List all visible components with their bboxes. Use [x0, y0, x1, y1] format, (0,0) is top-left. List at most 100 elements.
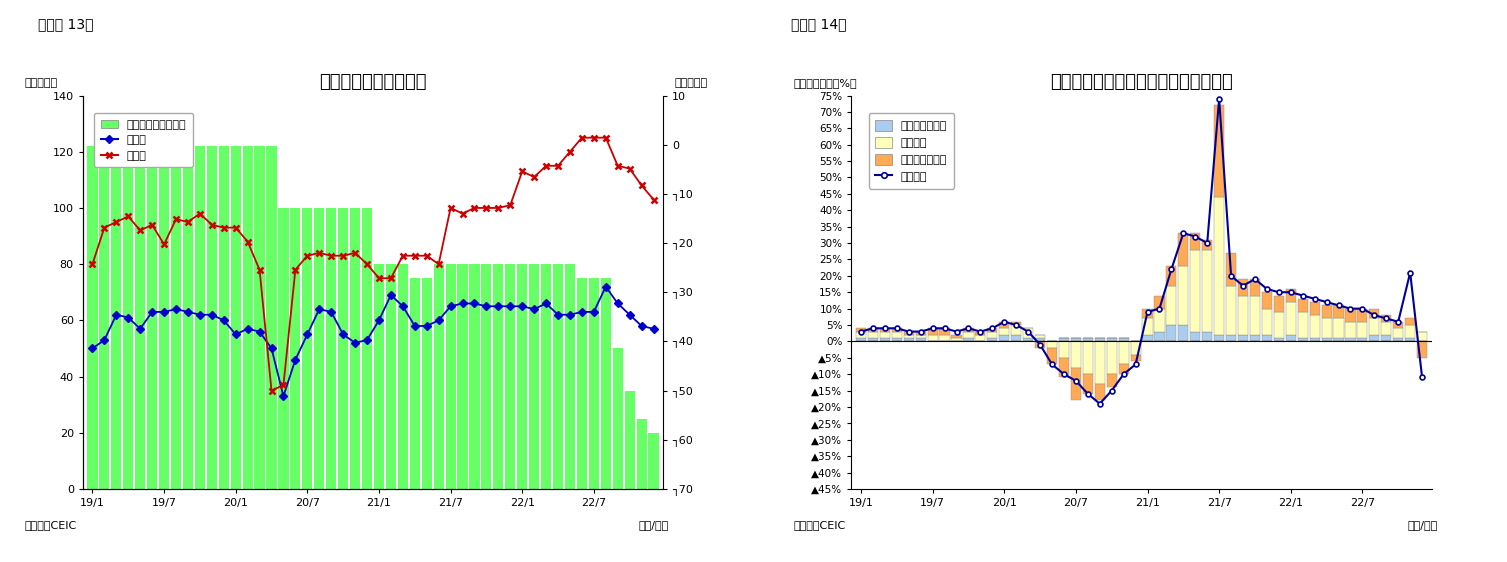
Bar: [1178, 325, 1189, 342]
Bar: [493, 264, 503, 489]
Bar: [1106, 342, 1117, 374]
Bar: [1071, 368, 1081, 400]
Bar: [458, 264, 467, 489]
Bar: [1417, 332, 1427, 342]
Bar: [1370, 309, 1379, 319]
Bar: [1094, 338, 1105, 342]
Bar: [1334, 338, 1344, 342]
Bar: [303, 208, 312, 489]
Bar: [1382, 315, 1391, 321]
Bar: [589, 278, 598, 489]
Bar: [255, 146, 265, 489]
Bar: [1249, 296, 1260, 335]
Bar: [1118, 364, 1129, 374]
Bar: [999, 328, 1010, 335]
Bar: [1358, 338, 1367, 342]
Bar: [987, 338, 998, 342]
Bar: [1094, 384, 1105, 400]
Bar: [999, 335, 1010, 342]
Bar: [1191, 233, 1201, 250]
Bar: [1261, 309, 1272, 335]
Bar: [219, 146, 229, 489]
Bar: [1059, 342, 1068, 358]
Bar: [1392, 328, 1403, 338]
Bar: [350, 208, 360, 489]
Legend: 一次産品・燃料, 電子製品, その他製品など, 輸出合計: 一次産品・燃料, 電子製品, その他製品など, 輸出合計: [868, 113, 954, 189]
Bar: [1310, 338, 1320, 342]
Bar: [892, 338, 901, 342]
Bar: [1346, 309, 1355, 321]
Text: （図表 14）: （図表 14）: [791, 17, 847, 31]
Bar: [1047, 342, 1056, 348]
Bar: [505, 264, 515, 489]
Bar: [1237, 279, 1248, 296]
Bar: [624, 391, 634, 489]
Bar: [975, 332, 986, 335]
Bar: [1273, 296, 1284, 312]
Bar: [1392, 338, 1403, 342]
Bar: [1071, 342, 1081, 368]
Bar: [868, 328, 879, 332]
Bar: [1191, 250, 1201, 332]
Bar: [904, 338, 913, 342]
Bar: [916, 338, 925, 342]
Bar: [148, 146, 157, 489]
Text: （図表 13）: （図表 13）: [38, 17, 93, 31]
Bar: [1082, 374, 1093, 394]
Bar: [136, 146, 145, 489]
Bar: [1142, 335, 1153, 342]
Bar: [398, 264, 408, 489]
Bar: [648, 433, 659, 489]
Bar: [170, 146, 181, 489]
Bar: [1118, 338, 1129, 342]
Bar: [1215, 335, 1224, 342]
Bar: [1237, 335, 1248, 342]
Bar: [1011, 335, 1022, 342]
Bar: [856, 332, 867, 338]
Bar: [1035, 342, 1046, 348]
Bar: [1237, 296, 1248, 335]
Bar: [904, 332, 913, 335]
Bar: [856, 328, 867, 332]
Bar: [892, 328, 901, 332]
Bar: [1035, 338, 1046, 342]
Bar: [1227, 253, 1236, 285]
Bar: [951, 338, 961, 342]
Bar: [1334, 305, 1344, 319]
Bar: [1346, 321, 1355, 338]
Bar: [1142, 309, 1153, 319]
Bar: [124, 146, 133, 489]
Bar: [1310, 302, 1320, 315]
Bar: [1071, 338, 1081, 342]
Text: （年/月）: （年/月）: [1408, 520, 1438, 531]
Bar: [99, 146, 110, 489]
Bar: [517, 264, 527, 489]
Bar: [1273, 312, 1284, 338]
Bar: [194, 146, 205, 489]
Bar: [1405, 325, 1415, 338]
Bar: [1154, 332, 1165, 342]
Bar: [1203, 240, 1212, 250]
Bar: [1392, 321, 1403, 328]
Bar: [1118, 342, 1129, 364]
Bar: [422, 278, 433, 489]
Bar: [939, 335, 949, 342]
Bar: [1227, 335, 1236, 342]
Bar: [469, 264, 479, 489]
Legend: 貳易収支（右目盛）, 輸出額, 輸入額: 貳易収支（右目盛）, 輸出額, 輸入額: [95, 113, 193, 167]
Bar: [1047, 348, 1056, 364]
Bar: [446, 264, 455, 489]
Text: （年/月）: （年/月）: [639, 520, 669, 531]
Title: フィリピンの貳易収支: フィリピンの貳易収支: [319, 73, 426, 91]
Bar: [1154, 296, 1165, 309]
Bar: [386, 264, 396, 489]
Text: （資料）CEIC: （資料）CEIC: [24, 520, 77, 531]
Bar: [1322, 305, 1332, 319]
Bar: [553, 264, 564, 489]
Bar: [1370, 319, 1379, 335]
Bar: [1011, 321, 1022, 325]
Bar: [1094, 342, 1105, 384]
Text: （前年同期比、%）: （前年同期比、%）: [793, 78, 857, 88]
Bar: [1370, 335, 1379, 342]
Title: フィリピン　輸出の伸び率（品目別）: フィリピン 輸出の伸び率（品目別）: [1050, 73, 1233, 91]
